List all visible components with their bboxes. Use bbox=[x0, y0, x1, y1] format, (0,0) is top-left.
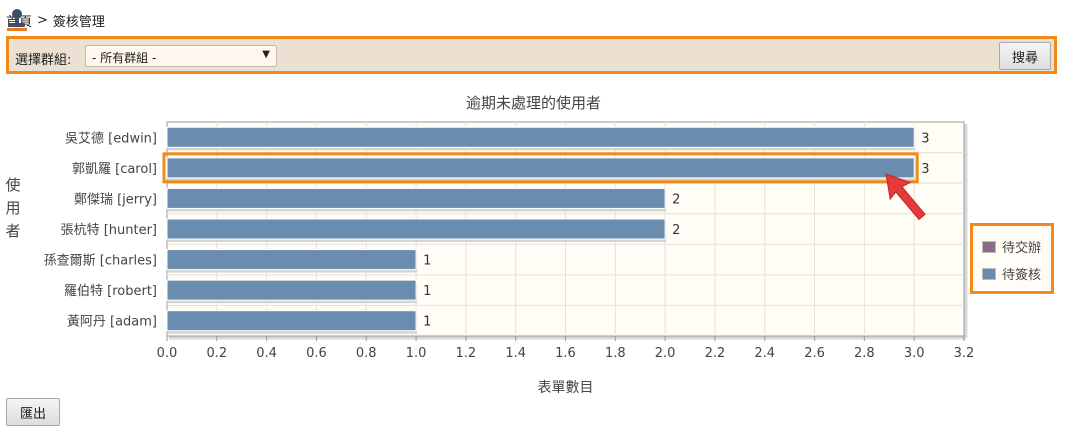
user-icon bbox=[7, 9, 27, 31]
group-select-label: 選擇群組: bbox=[15, 53, 72, 68]
filter-toolbar: 選擇群組: - 所有群組 - ▼ 搜尋 bbox=[6, 36, 1057, 74]
x-tick-label: 3.0 bbox=[904, 346, 925, 361]
category-label: 孫查爾斯 [charles] bbox=[44, 254, 157, 269]
legend-label: 待交辦 bbox=[1002, 241, 1042, 256]
x-tick-label: 2.4 bbox=[754, 346, 775, 361]
category-label: 羅伯特 [robert] bbox=[64, 284, 157, 299]
y-axis-title-char: 者 bbox=[5, 222, 20, 240]
dropdown-caret-icon: ▼ bbox=[262, 49, 270, 60]
bar[interactable] bbox=[166, 157, 915, 179]
bar[interactable] bbox=[166, 249, 417, 271]
category-label: 郭凱羅 [carol] bbox=[72, 161, 157, 177]
export-button[interactable]: 匯出 bbox=[6, 398, 60, 426]
y-axis-title-char: 使 bbox=[5, 176, 20, 194]
bar-value-label: 1 bbox=[423, 315, 431, 330]
breadcrumb: 首頁 > 簽核管理 bbox=[6, 8, 105, 32]
x-tick-label: 2.2 bbox=[705, 346, 726, 361]
x-tick-label: 2.0 bbox=[655, 346, 676, 361]
y-axis-title-char: 用 bbox=[5, 199, 20, 217]
legend-item-pending-sign[interactable]: 待簽核 bbox=[982, 264, 1041, 283]
x-tick-label: 0.6 bbox=[306, 346, 327, 361]
bar-chart: 0.0 0.2 0.4 0.6 0.8 1.0 1.2 1.4 1.6 1.8 2.0 2.2 2.4 2… bbox=[5, 121, 975, 396]
bar[interactable] bbox=[166, 126, 915, 148]
x-tick-label: 0.8 bbox=[356, 346, 377, 361]
x-tick-label: 0.4 bbox=[256, 346, 277, 361]
x-tick-label: 2.8 bbox=[854, 346, 875, 361]
x-axis-title: 表單數目 bbox=[538, 380, 594, 396]
category-label: 張杭特 [hunter] bbox=[61, 223, 157, 238]
bar-value-label: 3 bbox=[921, 131, 929, 146]
x-tick-label: 1.4 bbox=[505, 346, 526, 361]
legend-swatch bbox=[982, 267, 996, 280]
x-tick-label: 0.2 bbox=[206, 346, 227, 361]
category-label: 鄭傑瑞 [jerry] bbox=[74, 192, 157, 207]
legend-item-pending-assign[interactable]: 待交辦 bbox=[982, 237, 1041, 256]
x-tick-label: 1.6 bbox=[555, 346, 576, 361]
bar-value-label: 2 bbox=[672, 192, 680, 207]
x-tick-label: 1.8 bbox=[605, 346, 626, 361]
chart-legend: 待交辦 待簽核 bbox=[970, 223, 1054, 294]
chart-title: 逾期未處理的使用者 bbox=[465, 94, 601, 112]
bar-value-label: 1 bbox=[423, 254, 431, 269]
bar[interactable] bbox=[166, 187, 666, 209]
bar-value-label: 1 bbox=[423, 284, 431, 299]
category-label: 吳艾德 [edwin] bbox=[65, 131, 157, 146]
breadcrumb-separator: > bbox=[37, 12, 48, 28]
x-tick-label: 2.6 bbox=[804, 346, 825, 361]
x-tick-label: 1.0 bbox=[406, 346, 427, 361]
x-tick-label: 1.2 bbox=[456, 346, 477, 361]
search-button[interactable]: 搜尋 bbox=[999, 42, 1051, 70]
legend-label: 待簽核 bbox=[1002, 268, 1042, 283]
category-label: 黃阿丹 [adam] bbox=[67, 315, 157, 330]
bar[interactable] bbox=[166, 279, 417, 301]
group-select-value: - 所有群組 - bbox=[92, 51, 157, 65]
bar[interactable] bbox=[166, 218, 666, 240]
x-tick-label: 3.2 bbox=[954, 346, 975, 361]
bar-value-label: 3 bbox=[921, 162, 929, 177]
bar[interactable] bbox=[166, 310, 417, 332]
breadcrumb-current: 簽核管理 bbox=[52, 14, 105, 30]
bar-value-label: 2 bbox=[672, 223, 680, 238]
x-tick-label: 0.0 bbox=[157, 346, 178, 361]
pointer-arrow-icon bbox=[885, 173, 926, 221]
chart-area: 逾期未處理的使用者 0.0 0.2 0.4 0.6 0.8 1.0 1.2 1.4 1.6 1.8… bbox=[0, 80, 1067, 400]
highlight-box bbox=[162, 152, 919, 184]
group-select[interactable]: - 所有群組 - ▼ bbox=[85, 45, 277, 67]
legend-swatch bbox=[982, 240, 996, 253]
